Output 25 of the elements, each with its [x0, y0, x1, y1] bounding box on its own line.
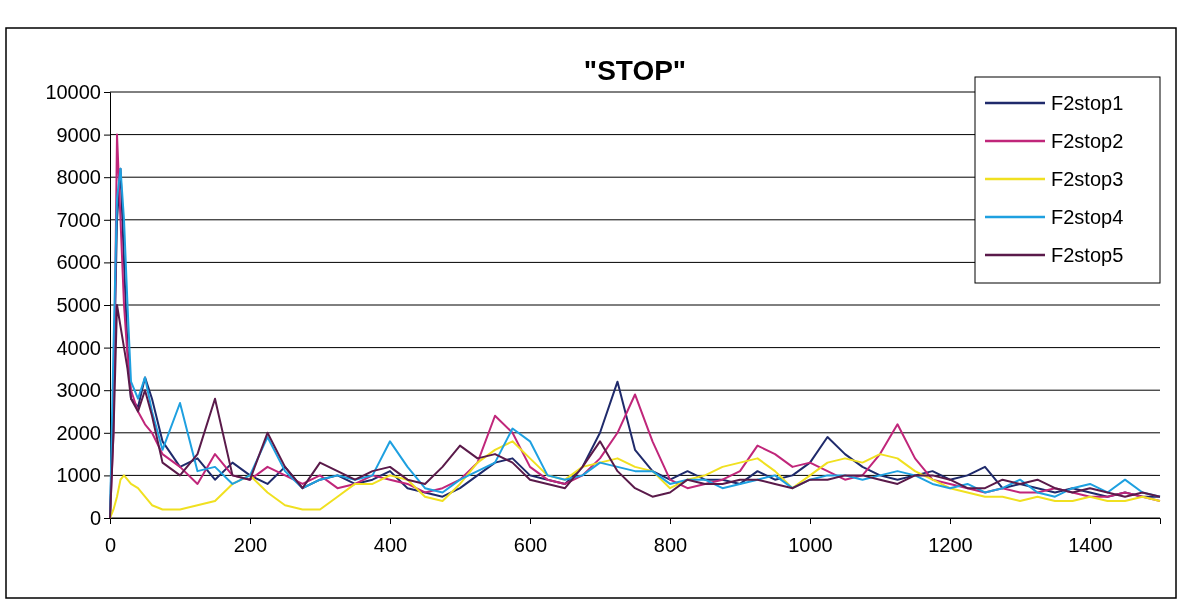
y-tick-label: 6000 [56, 251, 101, 274]
x-tick-label: 1400 [1068, 534, 1113, 557]
y-tick-label: 8000 [56, 166, 101, 189]
x-tick-label: 800 [653, 534, 688, 557]
x-tick-label: 600 [513, 534, 548, 557]
y-tick-label: 2000 [56, 421, 101, 444]
legend-label: F2stop5 [1051, 244, 1124, 266]
legend-label: F2stop1 [1051, 92, 1124, 114]
legend-label: F2stop2 [1051, 130, 1124, 152]
y-tick-label: 1000 [56, 464, 101, 487]
y-tick-label: 4000 [56, 336, 101, 359]
y-tick-label: 7000 [56, 208, 101, 231]
x-tick-label: 200 [233, 534, 268, 557]
y-tick-label: 10000 [45, 80, 101, 103]
y-tick-label: 5000 [56, 293, 101, 316]
chart-title: "STOP" [583, 55, 687, 86]
y-tick-label: 9000 [56, 123, 101, 146]
x-tick-label: 1000 [788, 534, 833, 557]
x-tick-label: 0 [104, 534, 117, 557]
legend-label: F2stop4 [1051, 206, 1124, 228]
x-tick-label: 400 [373, 534, 408, 557]
y-tick-label: 3000 [56, 379, 101, 402]
legend-label: F2stop3 [1051, 168, 1124, 190]
x-tick-label: 1200 [928, 534, 973, 557]
y-tick-label: 0 [89, 506, 101, 529]
